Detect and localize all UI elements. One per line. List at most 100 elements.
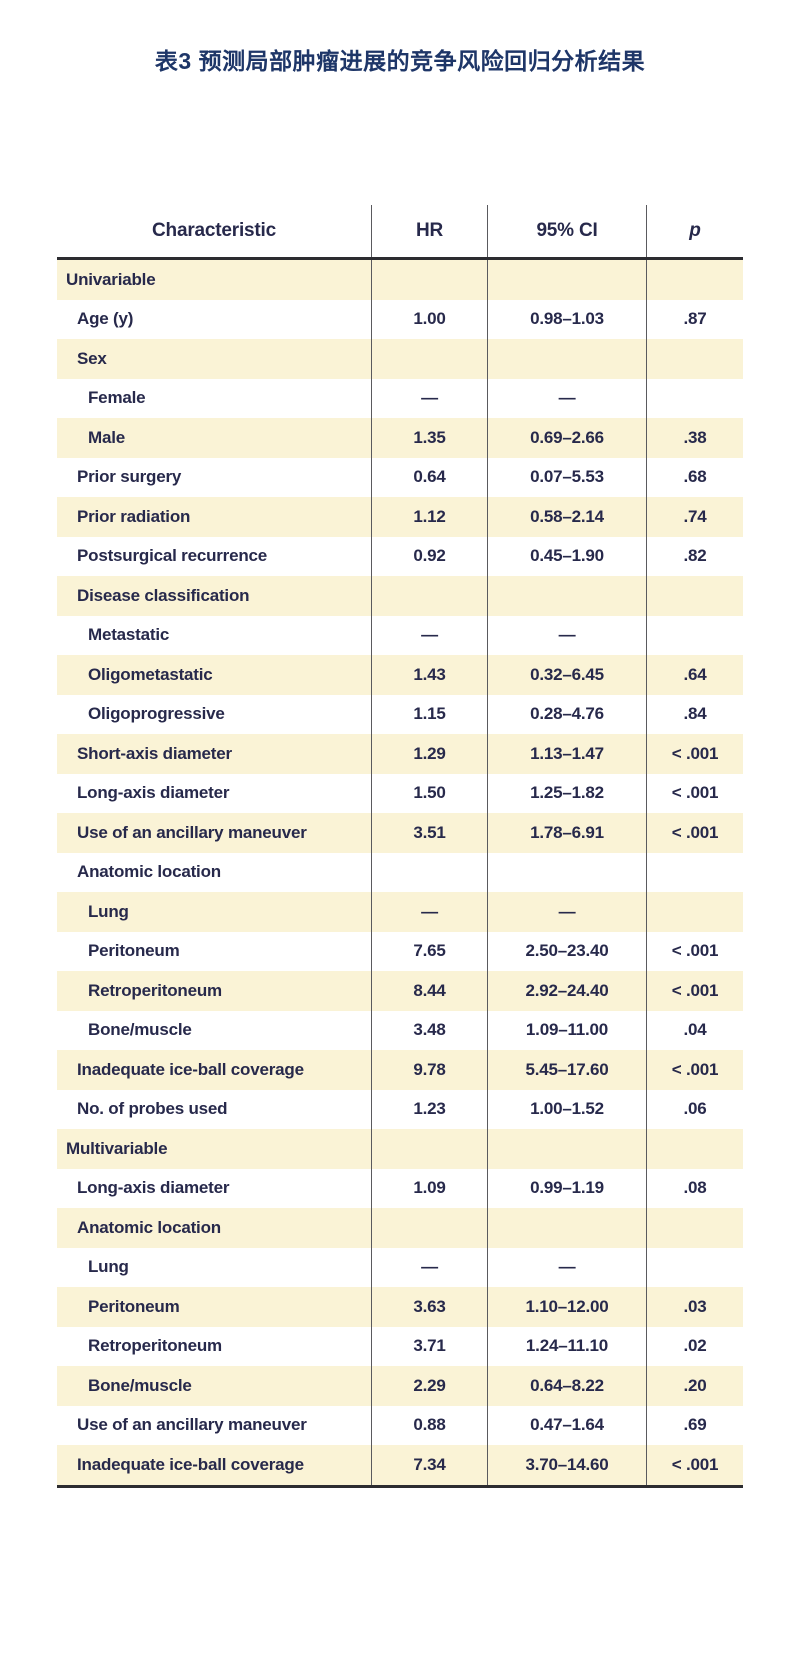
hr-cell: 1.23 <box>371 1089 487 1129</box>
hr-cell: 1.50 <box>371 773 487 813</box>
characteristic-cell: Use of an ancillary maneuver <box>77 1415 307 1435</box>
ci-cell: — <box>487 892 646 932</box>
table-row: Metastatic — — <box>57 615 743 655</box>
ci-cell: 1.09–11.00 <box>487 1010 646 1050</box>
characteristic-cell: Inadequate ice-ball coverage <box>77 1454 304 1474</box>
characteristic-cell: Long-axis diameter <box>77 1178 230 1198</box>
ci-cell <box>487 1208 646 1248</box>
hr-cell: — <box>371 378 487 418</box>
table-row: Short-axis diameter 1.29 1.13–1.47 < .00… <box>57 734 743 774</box>
ci-cell: 0.45–1.90 <box>487 536 646 576</box>
p-cell: .74 <box>646 497 743 537</box>
p-cell: .38 <box>646 418 743 458</box>
page-title: 表3 预测局部肿瘤进展的竞争风险回归分析结果 <box>154 48 646 74</box>
ci-cell: — <box>487 1247 646 1287</box>
table-row: Use of an ancillary maneuver 0.88 0.47–1… <box>57 1405 743 1445</box>
table-row: Inadequate ice-ball coverage 7.34 3.70–1… <box>57 1445 743 1485</box>
characteristic-cell: No. of probes used <box>77 1099 228 1119</box>
hr-cell: 1.29 <box>371 734 487 774</box>
p-cell: .82 <box>646 536 743 576</box>
p-cell: < .001 <box>646 813 743 853</box>
table-row: Sex <box>57 339 743 379</box>
characteristic-cell: Lung <box>88 1257 129 1277</box>
p-cell: < .001 <box>646 734 743 774</box>
ci-cell: — <box>487 615 646 655</box>
characteristic-cell: Bone/muscle <box>88 1020 192 1040</box>
table-row: Long-axis diameter 1.50 1.25–1.82 < .001 <box>57 773 743 813</box>
col-header-hr: HR <box>371 205 487 257</box>
table-row: Multivariable <box>57 1129 743 1169</box>
ci-cell: 2.50–23.40 <box>487 931 646 971</box>
p-cell <box>646 615 743 655</box>
characteristic-cell: Disease classification <box>77 585 250 605</box>
regression-table: Characteristic HR 95% CI p Univariable A… <box>57 205 743 1488</box>
ci-cell: 1.00–1.52 <box>487 1089 646 1129</box>
p-cell <box>646 260 743 300</box>
table-row: No. of probes used 1.23 1.00–1.52 .06 <box>57 1089 743 1129</box>
hr-cell: 0.92 <box>371 536 487 576</box>
ci-cell: 1.24–11.10 <box>487 1326 646 1366</box>
hr-cell <box>371 339 487 379</box>
hr-cell: 3.71 <box>371 1326 487 1366</box>
p-cell <box>646 852 743 892</box>
table-row: Anatomic location <box>57 1208 743 1248</box>
hr-cell: 0.88 <box>371 1405 487 1445</box>
characteristic-cell: Peritoneum <box>88 1296 180 1316</box>
table-row: Age (y) 1.00 0.98–1.03 .87 <box>57 299 743 339</box>
p-cell: .87 <box>646 299 743 339</box>
hr-cell: 0.64 <box>371 457 487 497</box>
table-row: Use of an ancillary maneuver 3.51 1.78–6… <box>57 813 743 853</box>
characteristic-cell: Anatomic location <box>77 862 221 882</box>
hr-cell: 1.15 <box>371 694 487 734</box>
characteristic-cell: Metastatic <box>88 625 170 645</box>
p-cell: .64 <box>646 655 743 695</box>
characteristic-cell: Sex <box>77 348 107 368</box>
table-row: Oligoprogressive 1.15 0.28–4.76 .84 <box>57 694 743 734</box>
table-row: Prior surgery 0.64 0.07–5.53 .68 <box>57 457 743 497</box>
ci-cell <box>487 576 646 616</box>
ci-cell: 1.25–1.82 <box>487 773 646 813</box>
hr-cell: 3.63 <box>371 1287 487 1327</box>
ci-cell: 0.64–8.22 <box>487 1366 646 1406</box>
hr-cell <box>371 576 487 616</box>
ci-cell: 1.10–12.00 <box>487 1287 646 1327</box>
characteristic-cell: Use of an ancillary maneuver <box>77 822 307 842</box>
table-row: Lung — — <box>57 892 743 932</box>
p-cell: .04 <box>646 1010 743 1050</box>
characteristic-cell: Long-axis diameter <box>77 783 230 803</box>
p-cell <box>646 378 743 418</box>
hr-cell: — <box>371 1247 487 1287</box>
hr-cell: 8.44 <box>371 971 487 1011</box>
p-cell: < .001 <box>646 931 743 971</box>
ci-cell: 5.45–17.60 <box>487 1050 646 1090</box>
hr-cell: 1.09 <box>371 1168 487 1208</box>
ci-cell: 0.28–4.76 <box>487 694 646 734</box>
ci-cell: 1.13–1.47 <box>487 734 646 774</box>
ci-cell: 0.32–6.45 <box>487 655 646 695</box>
ci-cell: 0.47–1.64 <box>487 1405 646 1445</box>
ci-cell: 0.58–2.14 <box>487 497 646 537</box>
table-row: Peritoneum 3.63 1.10–12.00 .03 <box>57 1287 743 1327</box>
table-row: Univariable <box>57 260 743 300</box>
characteristic-cell: Retroperitoneum <box>88 1336 222 1356</box>
table-row: Oligometastatic 1.43 0.32–6.45 .64 <box>57 655 743 695</box>
ci-cell <box>487 1129 646 1169</box>
hr-cell: 1.35 <box>371 418 487 458</box>
hr-cell: 2.29 <box>371 1366 487 1406</box>
ci-cell: 0.07–5.53 <box>487 457 646 497</box>
hr-cell <box>371 1208 487 1248</box>
p-cell <box>646 892 743 932</box>
ci-cell: 0.99–1.19 <box>487 1168 646 1208</box>
col-header-ci: 95% CI <box>487 205 646 257</box>
table-row: Postsurgical recurrence 0.92 0.45–1.90 .… <box>57 536 743 576</box>
characteristic-cell: Prior surgery <box>77 467 182 487</box>
characteristic-cell: Short-axis diameter <box>77 743 232 763</box>
p-cell: .02 <box>646 1326 743 1366</box>
characteristic-cell: Bone/muscle <box>88 1375 192 1395</box>
characteristic-cell: Anatomic location <box>77 1217 221 1237</box>
table-row: Disease classification <box>57 576 743 616</box>
hr-cell <box>371 852 487 892</box>
characteristic-cell: Multivariable <box>66 1138 168 1158</box>
table-row: Retroperitoneum 8.44 2.92–24.40 < .001 <box>57 971 743 1011</box>
table-row: Long-axis diameter 1.09 0.99–1.19 .08 <box>57 1168 743 1208</box>
